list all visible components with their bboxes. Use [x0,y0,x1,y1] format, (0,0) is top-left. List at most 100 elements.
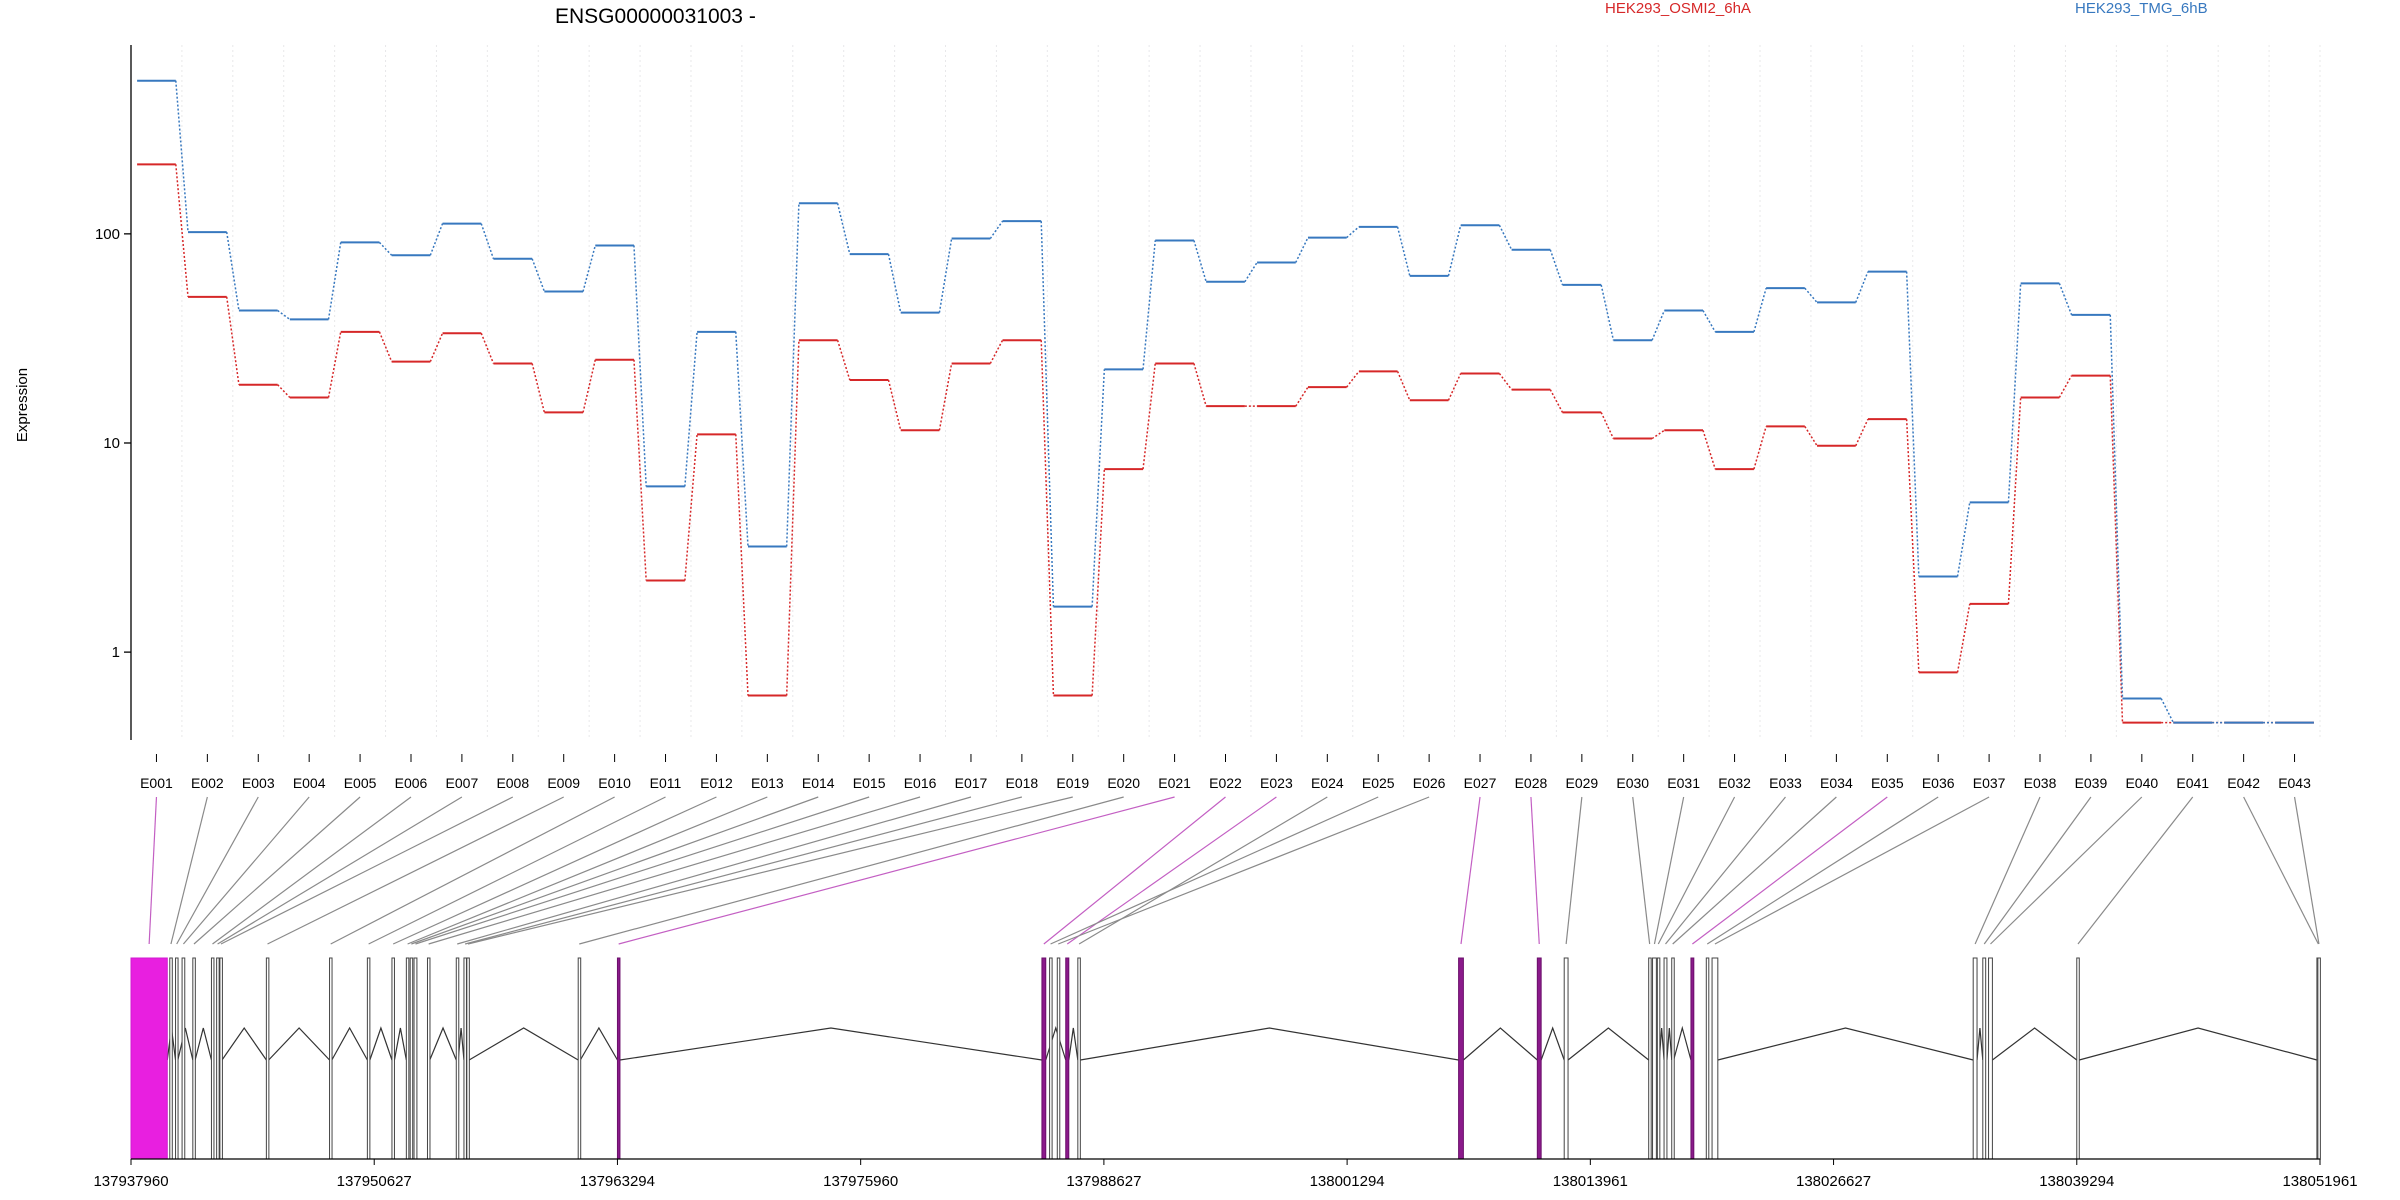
exon-box [1671,957,1675,1160]
series-2-connector [785,203,800,547]
exon-box [2317,957,2321,1160]
exon-connector [1692,796,1888,945]
series-2-connector [1753,287,1767,333]
exon-box [175,957,179,1160]
exon-box [1705,957,1710,1160]
exon-box [391,957,395,1160]
exon-connector [1672,796,1837,945]
series-2-connector [1804,287,1818,303]
series-1-connector [378,331,393,362]
series-1-connector [225,296,240,385]
exon-box [616,957,621,1160]
exon-label: E040 [2125,775,2158,791]
exon-box [366,957,371,1160]
series-1-connector [2109,375,2124,723]
intron-line [1673,1025,1692,1061]
legend-entry-series-1: HEK293_OSMI2_6hA [1605,0,1751,17]
exon-label: E038 [2024,775,2057,791]
series-2-connector [175,80,189,233]
exon-connector [464,796,1023,945]
series-1-connector [938,363,953,431]
exon-box [130,957,168,1160]
exon-connector [457,796,972,945]
series-2-connector [429,223,444,256]
exon-label: E014 [802,775,835,791]
exon-box [219,957,223,1160]
exon-label: E037 [1973,775,2006,791]
series-1-connector [836,340,851,381]
series-2-connector [1396,226,1411,277]
exon-box [1656,957,1661,1160]
genome-tick-label: 137963294 [580,1173,655,1190]
exon-label: E028 [1515,775,1548,791]
exon-label: E022 [1209,775,1242,791]
exon-box [265,957,270,1160]
intron-line [1992,1027,2078,1061]
exon-label: E019 [1056,775,1089,791]
series-1-connector [327,331,342,398]
exon-box [1652,957,1657,1160]
exon-label: E023 [1260,775,1293,791]
exon-label: E039 [2075,775,2108,791]
intron-line [429,1026,457,1061]
exon-label: E011 [650,775,682,791]
genome-tick-label: 138026627 [1796,1173,1871,1190]
intron-line [579,1026,618,1061]
exon-box [413,957,418,1160]
exon-label: E020 [1107,775,1140,791]
exon-connector [220,796,514,945]
exon-label: E010 [598,775,631,791]
exon-connector [1530,796,1540,945]
exon-label: E015 [853,775,886,791]
legend-entry-series-2: HEK293_TMG_6hB [2075,0,2208,17]
exon-connector [1983,796,2092,945]
series-1-connector [1956,603,1971,673]
exon-connector [1653,796,1685,945]
series-1-connector [2058,375,2073,398]
intron-line [393,1027,407,1061]
exon-box [463,957,467,1160]
exon-connector [267,796,564,945]
series-1-connector [1549,389,1564,413]
exon-label: E029 [1565,775,1598,791]
series-2-connector [1346,226,1360,239]
exon-labels: E001 E002 E003 E004 E005 E006 E007 E008 E009 E010… [140,754,2311,791]
series-1-connector [1091,469,1106,696]
exon-label: E042 [2227,775,2260,791]
genome-tick-label: 138039294 [2039,1173,2114,1190]
exon-box [1049,957,1053,1160]
series-1-connector [1753,426,1767,470]
exon-label: E003 [242,775,275,791]
series-1-connector [684,434,698,581]
exon-label: E032 [1718,775,1751,791]
series-lines [137,79,2314,724]
series-2-connector [1295,237,1309,263]
exon-label: E009 [547,775,580,791]
series-1-connector [429,332,444,362]
exon-connector [392,796,717,945]
series-2-connector [836,203,851,255]
series-2-connector [1447,225,1462,277]
exon-connector [1657,796,1736,945]
series-2-connector [1193,240,1207,282]
series-2-connector [1142,240,1156,370]
series-1-connector [1498,373,1513,391]
series-1-connector [277,384,291,399]
series-1-connector [1040,340,1055,696]
exon-box [210,957,215,1160]
exon-connector [330,796,615,945]
genome-tick-label: 138001294 [1310,1173,1385,1190]
series-1-connector [1193,363,1207,407]
exon-label: E013 [751,775,784,791]
exon-connector [1050,796,1379,945]
series-2-connector [1702,310,1716,333]
intron-line [1976,1027,1984,1061]
series-1-connector [582,359,597,413]
exon-connector [1043,796,1226,945]
y-tick-label: 1 [112,644,120,661]
series-1-connector [1702,430,1716,470]
exon-box [216,957,220,1160]
intron-line [194,1027,213,1061]
series-2-connector [1905,271,1920,577]
series-1-connector [1396,371,1411,401]
